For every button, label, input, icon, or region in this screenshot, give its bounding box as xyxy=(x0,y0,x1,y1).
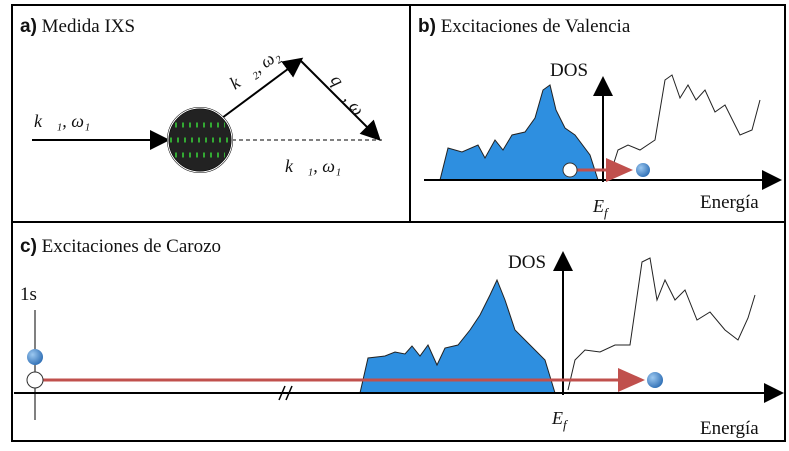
hole xyxy=(563,163,577,177)
dos-filled xyxy=(360,280,555,393)
label: k⃗₁, ω₁ xyxy=(34,111,90,131)
electron xyxy=(27,349,43,365)
panel-label: c) Excitaciones de Carozo xyxy=(20,236,221,257)
dos-empty xyxy=(568,258,755,390)
level-label: 1s xyxy=(20,284,37,305)
label: k⃗₂, ω₂ xyxy=(226,45,284,94)
electron xyxy=(647,372,663,388)
fermi-label: Ef xyxy=(592,196,610,220)
label: k⃗₁, ω₁ xyxy=(285,156,341,176)
dos-empty xyxy=(610,75,760,175)
electron xyxy=(636,163,650,177)
panel-label: a) Medida IXS xyxy=(20,16,135,37)
hole xyxy=(27,372,43,388)
x-axis-label: Energía xyxy=(700,418,759,439)
label: q⃗, ω xyxy=(327,71,369,119)
page: a) Medida IXS k⃗₁, ω₁ k⃗₂, ω₂ q⃗, ω k⃗₁,… xyxy=(0,0,789,451)
y-axis-label: DOS xyxy=(508,252,546,273)
x-axis-label: Energía xyxy=(700,192,759,213)
figure: a) Medida IXS k⃗₁, ω₁ k⃗₂, ω₂ q⃗, ω k⃗₁,… xyxy=(0,0,789,446)
panel-label: b) Excitaciones de Valencia xyxy=(418,16,631,37)
fermi-label: Ef xyxy=(551,408,569,432)
y-axis-label: DOS xyxy=(550,60,588,81)
